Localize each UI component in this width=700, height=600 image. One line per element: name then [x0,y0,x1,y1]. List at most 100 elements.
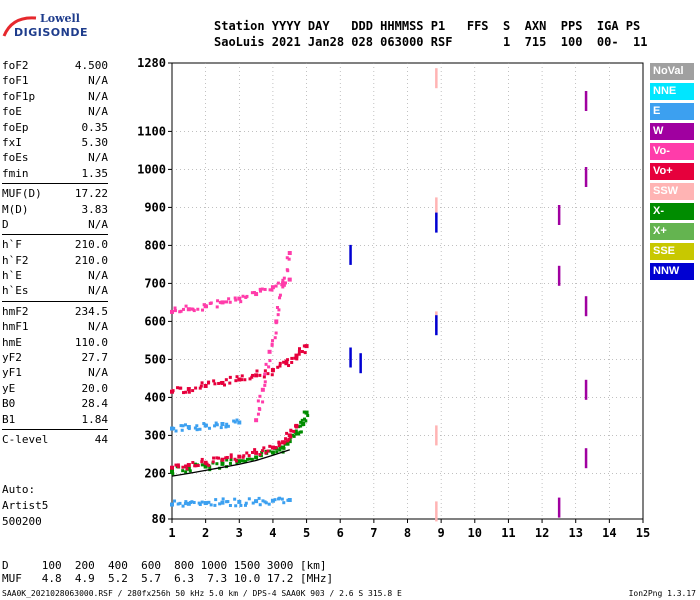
echo-point [184,470,188,474]
echo-point [301,423,305,427]
echo-point [229,453,233,457]
echo-point [584,448,588,469]
echo-point [226,424,230,428]
echo-point [207,463,211,467]
parameter-value: 1.84 [81,412,109,426]
legend-item: Vo+ [650,163,694,180]
legend-item: W [650,123,694,140]
echo-point [228,503,232,507]
echo-point [237,499,242,504]
x-tick-label: 11 [501,526,515,540]
echo-point [240,378,244,382]
echo-point [235,418,239,422]
echo-point [170,502,174,507]
x-tick-label: 4 [269,526,276,540]
echo-point [273,336,277,340]
echo-point [285,268,289,272]
echo-point [291,433,295,437]
echo-point [203,384,208,388]
echo-point [268,359,272,363]
profile-curve [171,449,290,477]
echo-point [245,451,249,455]
x-tick-label: 7 [370,526,377,540]
echo-point [281,278,285,282]
echo-point [224,456,228,460]
parameter-value: 210.0 [74,238,108,252]
echo-point [359,353,362,374]
echo-point [232,419,236,423]
echo-point [200,500,204,504]
echo-point [215,456,219,460]
parameter-value: N/A [88,269,108,283]
legend-item: SSW [650,183,694,200]
parameter-name: hmF2 [2,304,29,318]
parameter-row: h`Es N/A [2,283,108,298]
legend-item: X+ [650,223,694,240]
echo-point [306,414,310,418]
echo-point [212,456,216,460]
echo-point [254,450,259,455]
echo-point [173,306,177,310]
echo-point [270,450,275,455]
echo-point [184,390,188,394]
echo-point [287,257,291,261]
echo-point [179,309,183,313]
parameter-name: foEp [2,120,29,134]
echo-point [251,450,255,454]
echo-point [229,458,233,462]
parameter-name: C-level [2,432,49,446]
autoscaling-label: Auto: Artist5 500200 [2,483,49,528]
parameter-value: 17.22 [74,187,108,201]
parameter-name: B0 [2,397,16,411]
parameter-row: yF2 27.7 [2,350,108,365]
echo-point [299,424,303,428]
y-tick-label: 400 [144,390,166,404]
echo-point [278,296,282,300]
x-tick-label: 9 [438,526,445,540]
echo-point [205,462,209,466]
echo-point [173,499,177,503]
echo-point [297,350,301,354]
x-tick-label: 12 [535,526,549,540]
echo-point [278,361,282,365]
echo-point [194,386,198,390]
echo-point [205,501,209,505]
echo-point [282,501,286,505]
echo-point [277,444,281,448]
logo-text-lowell: Lowell [40,12,80,25]
echo-point [254,292,259,297]
echo-point [233,497,237,501]
echo-point [240,374,244,378]
echo-point [261,400,265,404]
echo-point [289,428,293,432]
echo-point [214,421,218,425]
muf-table-muf-row: MUF 4.8 4.9 5.2 5.7 6.3 7.3 10.0 17.2 [M… [2,572,334,585]
echo-point [205,305,209,309]
file-info-footer: SAA0K_2021028063000.RSF / 280fx256h 50 k… [2,589,402,598]
echo-point [349,244,352,265]
echo-point [276,281,280,285]
echo-point [186,501,191,506]
x-tick-label: 3 [236,526,243,540]
echo-point [226,500,230,504]
parameter-value: 110.0 [74,335,108,349]
echo-point [271,339,275,343]
echo-point [257,496,261,500]
parameter-value: 1.35 [81,166,109,180]
echo-point [557,205,561,225]
echo-point [260,387,265,392]
echo-point [251,501,255,505]
echo-point [213,424,217,428]
echo-point [233,457,237,461]
logo-text-digisonde: DIGISONDE [14,26,88,39]
x-tick-label: 14 [602,526,616,540]
echo-point [275,305,279,309]
echo-point [247,454,251,458]
echo-point [290,360,294,364]
echo-point [266,372,270,376]
x-tick-label: 10 [468,526,482,540]
echo-point [253,448,257,452]
parameter-name: MUF(D) [2,187,42,201]
header-line-1: Station YYYY DAY DDD HHMMSS P1 FFS S AXN… [214,19,641,33]
parameter-row: foF2 4.500 [2,58,108,73]
